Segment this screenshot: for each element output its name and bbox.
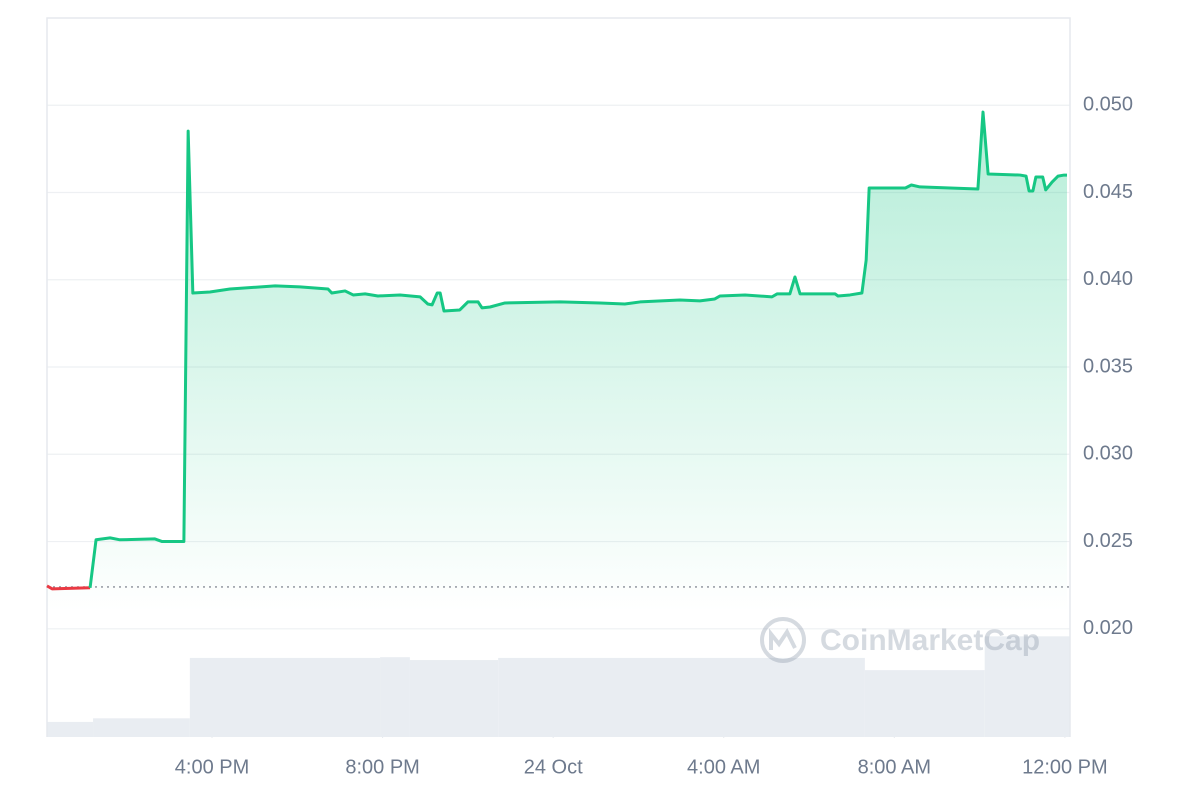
watermark-logo [760, 617, 806, 663]
y-tick-label: 0.040 [1083, 268, 1133, 290]
watermark: CoinMarketCap [760, 617, 1040, 663]
y-tick-label: 0.030 [1083, 443, 1133, 465]
x-tick-label: 4:00 PM [175, 756, 249, 778]
price-line-down [46, 584, 91, 591]
watermark-logo-mark [769, 628, 797, 650]
x-tick-label: 8:00 AM [858, 756, 931, 778]
watermark-text: CoinMarketCap [820, 624, 1040, 657]
plot-layer [46, 110, 1070, 737]
y-tick-label: 0.050 [1083, 94, 1133, 116]
y-tick-label: 0.020 [1083, 617, 1133, 639]
price-area [47, 112, 1068, 737]
plot-frame [46, 17, 1071, 737]
x-tick-label: 4:00 AM [687, 756, 760, 778]
x-tick-label: 12:00 PM [1022, 756, 1108, 778]
price-line-up [88, 110, 1068, 588]
y-tick-label: 0.045 [1083, 181, 1133, 203]
x-tick-label: 8:00 PM [345, 756, 419, 778]
x-tick-label: 24 Oct [524, 756, 583, 778]
y-tick-label: 0.035 [1083, 355, 1133, 377]
y-tick-label: 0.025 [1083, 530, 1133, 552]
axis-layer: 0.020 0.025 0.030 0.035 0.040 0.045 0.050 4:00 … [175, 94, 1133, 779]
